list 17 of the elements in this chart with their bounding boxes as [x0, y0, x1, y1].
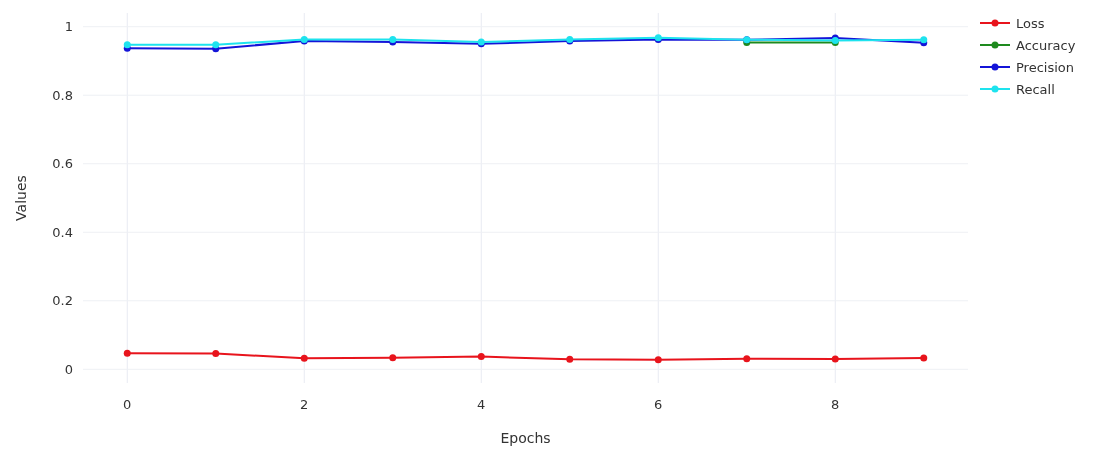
y-tick-label: 0.2 — [52, 293, 73, 309]
y-tick-label: 0.6 — [52, 156, 73, 172]
x-tick-label: 8 — [831, 397, 840, 412]
legend-label: Accuracy — [1016, 37, 1076, 53]
x-tick-label: 6 — [654, 397, 663, 412]
x-tick-label: 4 — [477, 397, 486, 412]
x-tick-label: 0 — [123, 397, 132, 412]
legend-label: Recall — [1016, 81, 1055, 97]
y-tick-label: 0.8 — [52, 87, 73, 103]
x-tick-label: 2 — [300, 397, 309, 412]
y-tick-label: 0.4 — [52, 224, 73, 240]
x-axis-title: Epochs — [500, 430, 551, 446]
legend-label: Loss — [1016, 15, 1045, 31]
y-axis-title: Values — [13, 175, 29, 221]
legend-label: Precision — [1016, 59, 1075, 75]
y-tick-label: 0 — [64, 361, 73, 377]
y-tick-label: 1 — [64, 19, 73, 35]
